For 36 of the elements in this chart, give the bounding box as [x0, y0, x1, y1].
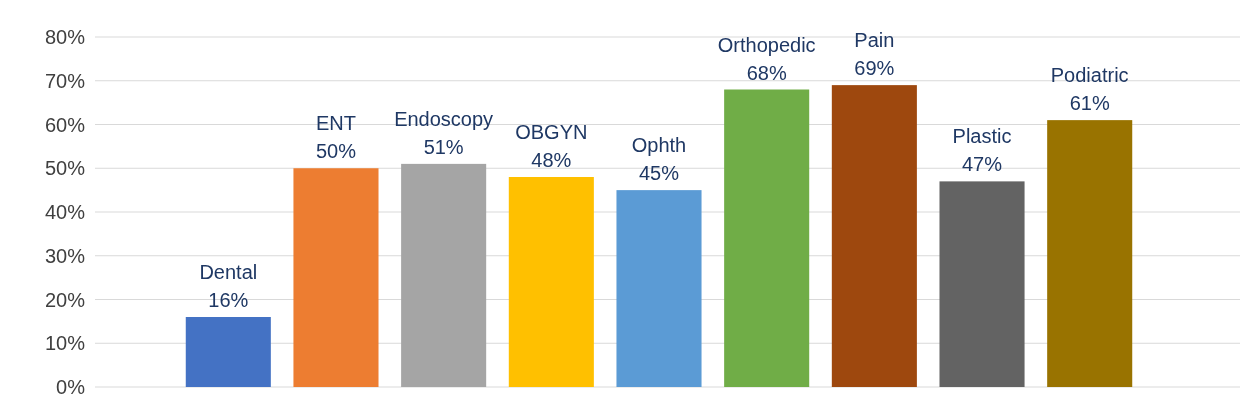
y-tick-label: 30% [44, 244, 86, 267]
x-tick-label: Ophth [631, 134, 687, 157]
y-tick-label: 70% [44, 69, 86, 92]
bar [185, 317, 271, 387]
data-label: 16% [208, 289, 249, 311]
y-tick-label: 20% [44, 288, 86, 311]
y-tick-label: 0% [56, 376, 86, 398]
x-tick-label: Pain [854, 29, 895, 52]
x-tick-label: Plastic [952, 125, 1012, 148]
bar [616, 190, 702, 387]
x-tick-label: Orthopedic [717, 33, 816, 56]
y-tick-label: 80% [44, 26, 86, 48]
bar [401, 163, 487, 387]
bar [293, 168, 379, 387]
y-tick-label: 10% [44, 332, 86, 355]
data-label: 69% [854, 57, 895, 80]
data-label: 45% [638, 162, 680, 185]
x-tick-label: Endoscopy [394, 107, 494, 130]
bar [1047, 120, 1133, 387]
x-tick-label: Dental [199, 261, 258, 283]
bar [508, 177, 594, 387]
x-tick-label: OBGYN [515, 121, 588, 143]
bar [939, 181, 1025, 387]
data-label: 50% [315, 140, 357, 163]
data-label: 51% [423, 135, 464, 158]
data-label: 47% [962, 153, 1003, 176]
x-tick-label: Podiatric [1050, 64, 1129, 87]
x-tick-label: ENT [315, 112, 356, 135]
data-label: 61% [1069, 92, 1110, 115]
y-tick-label: 50% [44, 157, 86, 180]
y-tick-label: 40% [44, 201, 86, 223]
bar [724, 89, 810, 387]
bar [831, 85, 917, 387]
data-label: 48% [531, 149, 572, 171]
data-label: 68% [746, 61, 787, 84]
y-tick-label: 60% [44, 113, 86, 136]
